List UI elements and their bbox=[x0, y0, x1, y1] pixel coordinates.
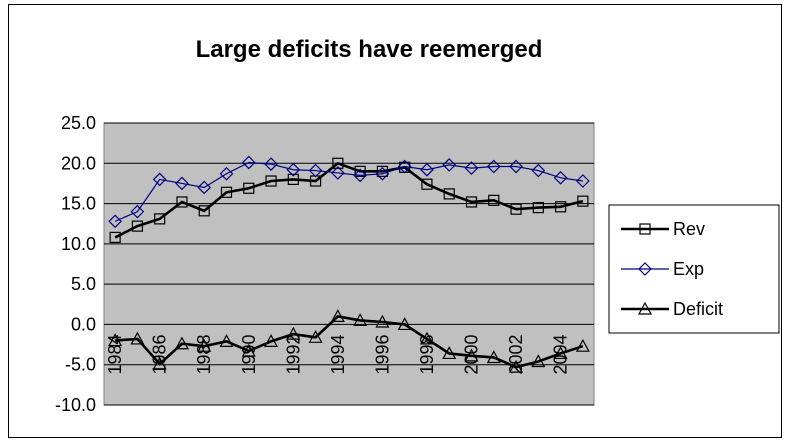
data-point-rev bbox=[131, 220, 144, 232]
y-tick-label: 10.0 bbox=[61, 234, 96, 254]
chart-svg: Large deficits have reemerged 25.0 20.0 15… bbox=[55, 36, 780, 415]
data-point-exp bbox=[509, 159, 523, 174]
data-point-deficit bbox=[464, 348, 479, 362]
data-point-rev bbox=[532, 202, 544, 214]
data-point-rev bbox=[198, 205, 210, 217]
data-point-exp bbox=[464, 161, 479, 175]
y-tick-label: -10.0 bbox=[55, 395, 96, 415]
y-tick-label: 20.0 bbox=[61, 153, 96, 173]
data-point-exp bbox=[375, 166, 390, 181]
y-tick-label: 25.0 bbox=[61, 113, 96, 133]
data-point-exp bbox=[397, 159, 412, 174]
data-point-rev bbox=[421, 178, 433, 190]
data-point-rev bbox=[154, 213, 166, 225]
data-point-deficit bbox=[509, 359, 524, 373]
plot-area bbox=[103, 122, 595, 406]
data-point-exp bbox=[576, 174, 590, 188]
series-exp bbox=[108, 155, 590, 229]
data-point-deficit bbox=[486, 350, 501, 364]
x-tick-label: 2000 bbox=[462, 334, 482, 374]
x-tick-label: 1992 bbox=[283, 334, 303, 374]
data-point-exp bbox=[420, 162, 434, 177]
data-point-exp bbox=[308, 163, 323, 178]
data-point-deficit bbox=[286, 326, 301, 340]
chart-title: Large deficits have reemerged bbox=[196, 36, 543, 63]
data-point-exp bbox=[108, 214, 122, 229]
data-point-rev bbox=[488, 194, 500, 206]
x-tick-label: 1990 bbox=[239, 334, 259, 374]
data-point-rev bbox=[354, 165, 366, 177]
data-point-deficit bbox=[308, 330, 323, 343]
data-point-exp bbox=[264, 157, 278, 171]
data-point-rev bbox=[510, 203, 522, 215]
data-point-exp bbox=[130, 204, 145, 219]
data-point-exp bbox=[241, 155, 256, 170]
data-point-rev bbox=[109, 231, 121, 244]
x-tick-label: 2002 bbox=[506, 334, 526, 374]
data-point-exp bbox=[197, 180, 212, 195]
data-point-exp bbox=[531, 163, 546, 178]
x-tick-label: 1986 bbox=[150, 334, 170, 374]
series-line-exp bbox=[114, 161, 583, 222]
data-point-exp bbox=[331, 166, 345, 180]
data-point-deficit bbox=[152, 356, 167, 370]
x-tick-label: 1994 bbox=[328, 334, 348, 374]
x-tick-label: 1988 bbox=[194, 334, 214, 374]
y-tick-label: 0.0 bbox=[71, 314, 96, 334]
data-point-rev bbox=[443, 188, 455, 200]
legend-marker-deficit bbox=[637, 301, 653, 315]
data-point-exp bbox=[353, 168, 367, 183]
data-point-exp bbox=[553, 170, 568, 185]
data-point-exp bbox=[219, 166, 234, 181]
data-point-deficit bbox=[575, 338, 590, 352]
data-point-deficit bbox=[375, 314, 390, 328]
data-point-exp bbox=[442, 158, 457, 172]
data-point-deficit bbox=[442, 346, 457, 360]
data-point-rev bbox=[465, 196, 478, 208]
data-point-exp bbox=[152, 172, 167, 187]
data-point-rev bbox=[287, 173, 299, 185]
y-tick-label: -5.0 bbox=[65, 355, 96, 375]
legend-marker-rev bbox=[639, 223, 651, 235]
data-point-rev bbox=[332, 157, 344, 169]
data-point-exp bbox=[486, 159, 501, 174]
data-point-rev bbox=[243, 182, 255, 194]
legend-marker-exp bbox=[638, 262, 652, 276]
data-point-deficit bbox=[219, 334, 234, 347]
data-point-rev bbox=[554, 201, 567, 213]
data-point-deficit bbox=[130, 331, 145, 345]
data-point-rev bbox=[265, 175, 277, 187]
data-point-exp bbox=[175, 176, 189, 191]
series-deficit bbox=[108, 309, 590, 373]
data-point-deficit bbox=[264, 334, 279, 347]
data-point-rev bbox=[220, 186, 233, 198]
chart-frame: Large deficits have reemerged 25.0 20.0 15… bbox=[8, 4, 782, 438]
y-tick-label: 5.0 bbox=[71, 274, 96, 294]
data-point-deficit bbox=[197, 338, 212, 352]
data-point-deficit bbox=[553, 346, 568, 360]
data-point-deficit bbox=[241, 343, 256, 357]
data-point-deficit bbox=[174, 336, 189, 350]
series-line-rev bbox=[114, 161, 584, 239]
legend-label-rev: Rev bbox=[673, 219, 705, 239]
data-point-exp bbox=[286, 162, 301, 177]
data-point-deficit bbox=[419, 331, 434, 345]
data-point-rev bbox=[577, 195, 589, 207]
data-point-rev bbox=[376, 165, 389, 177]
data-point-deficit bbox=[531, 354, 546, 368]
x-tick-label: 2004 bbox=[551, 334, 571, 374]
legend-label-deficit: Deficit bbox=[673, 299, 723, 319]
data-point-deficit bbox=[108, 333, 123, 347]
x-tick-label: 1984 bbox=[105, 334, 125, 374]
data-point-deficit bbox=[397, 317, 412, 331]
series-line-deficit bbox=[115, 314, 584, 369]
data-point-deficit bbox=[330, 309, 345, 322]
data-point-rev bbox=[176, 196, 188, 208]
y-tick-label: 15.0 bbox=[61, 194, 96, 214]
x-tick-label: 1998 bbox=[417, 334, 437, 374]
data-point-deficit bbox=[353, 313, 368, 326]
legend-label-exp: Exp bbox=[673, 259, 704, 279]
x-tick-label: 1996 bbox=[372, 334, 392, 374]
series-rev bbox=[109, 157, 589, 244]
